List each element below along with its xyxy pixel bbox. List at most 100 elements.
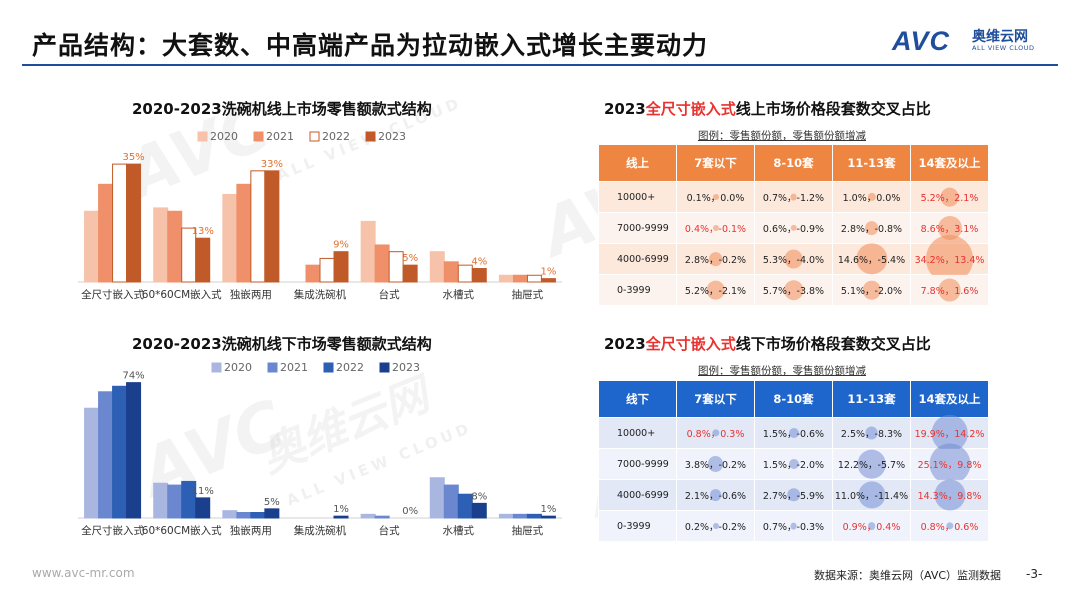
online-matrix-col-header: 14套及以上 (910, 144, 989, 182)
online-bar-chart-bar-2022-6 (526, 274, 542, 283)
online-bar-chart-bar-2022-4 (388, 251, 404, 283)
online-matrix-bubble (862, 280, 881, 300)
online-matrix-bubble (855, 243, 888, 275)
offline-matrix-row-label: 7000-9999 (598, 448, 677, 480)
online-matrix-col-header: 8-10套 (754, 144, 833, 182)
logo-cn: 奥维云网 (972, 29, 1028, 45)
online-matrix-cell: 2.8%，-0.2% (676, 243, 755, 275)
offline-matrix-cell: 0.8%，0.6% (910, 510, 989, 542)
offline-bar-chart-category-label-4: 台式 (379, 524, 400, 537)
offline-matrix-cell: 2.1%，-0.6% (676, 479, 755, 511)
offline-bar-chart-bar-2021-6 (512, 513, 528, 519)
offline-matrix-col-header: 8-10套 (754, 380, 833, 418)
offline-bar-chart-bar-2023-2 (264, 508, 280, 519)
online-bar-chart-bar-2020-4 (360, 220, 376, 283)
online-bar-chart-bar-2022-5 (457, 264, 473, 283)
offline-bar-chart-data-label-6: 1% (540, 504, 556, 515)
offline-matrix-cell-value: 25.1%，9.8% (917, 460, 982, 471)
online-matrix-title: 2023全尺寸嵌入式线上市场价格段套数交叉占比 (604, 98, 931, 119)
offline-bar-chart-legend-swatch-2021 (267, 362, 278, 373)
online-bar-chart-data-label-1: 13% (192, 226, 214, 237)
offline-matrix-cell: 11.0%，-11.4% (832, 479, 911, 511)
offline-matrix-cell-value: 2.1%，-0.6% (684, 491, 747, 502)
online-bar-chart: 2020 2021 2022 2023 35% 全尺寸嵌入式 13% 60*60CM嵌入式 33… (70, 124, 570, 314)
offline-matrix-row: 4000-6999 2.1%，-0.6% 2.7%，-5.9% 11.0%，-11.4… (598, 479, 989, 511)
online-bar-chart-data-label-6: 1% (540, 267, 556, 278)
offline-matrix-bubble (790, 522, 797, 530)
offline-matrix-cell-value: 19.9%，14.2% (914, 429, 985, 440)
online-matrix-cell-value: 0.1%，0.0% (686, 193, 745, 204)
offline-matrix-bubble (707, 456, 724, 472)
offline-bar-chart-legend-swatch-2022 (323, 362, 334, 373)
offline-matrix-title-highlight: 全尺寸嵌入式 (645, 335, 736, 353)
online-matrix-cell-value: 0.7%，-1.2% (762, 193, 825, 204)
online-bar-chart-bar-2022-2 (250, 170, 266, 283)
online-matrix-cell-value: 2.8%，-0.8% (840, 224, 903, 235)
offline-matrix-header-row: 线下 7套以下 8-10套 11-13套 14套及以上 (598, 380, 989, 418)
offline-bar-chart-bar-2021-5 (443, 484, 459, 519)
offline-matrix-cell: 3.8%，-0.2% (676, 448, 755, 480)
online-bar-chart-category-label-4: 台式 (379, 288, 400, 301)
offline-bar-chart-bar-2021-1 (167, 484, 183, 519)
offline-matrix-cell: 0.8%，0.3% (676, 417, 755, 449)
offline-bar-chart-bar-2022-2 (250, 512, 266, 519)
offline-matrix-cell: 14.3%，9.8% (910, 479, 989, 511)
online-bar-chart-legend-label-2021: 2021 (266, 130, 294, 143)
offline-price-matrix: 线下 7套以下 8-10套 11-13套 14套及以上 10000+ 0.8%，0.3% 1.… (598, 380, 989, 542)
online-matrix-cell: 8.6%，3.1% (910, 212, 989, 244)
online-bar-chart-legend-label-2023: 2023 (378, 130, 406, 143)
offline-bar-chart-legend-swatch-2020 (211, 362, 222, 373)
online-matrix-cell-value: 14.6%，-5.4% (837, 255, 906, 266)
offline-bar-chart: 2020 2021 2022 2023 74% 全尺寸嵌入式 11% 60*60CM嵌入式 5%… (70, 355, 570, 545)
avc-logo: AVC 奥维云网 ALL VIEW CLOUD (892, 26, 1062, 60)
online-matrix-bubble (783, 280, 804, 300)
offline-matrix-legend: 图例：零售额份额，零售额份额增减 (698, 365, 866, 377)
offline-bar-chart-bar-2023-5 (471, 502, 487, 519)
online-bar-chart-bar-2020-6 (498, 274, 514, 283)
offline-bar-chart-bar-2020-1 (153, 482, 169, 519)
online-matrix-row: 7000-9999 0.4%，-0.1% 0.6%，-0.9% 2.8%，-0.8% 8… (598, 212, 989, 244)
offline-matrix-bubble (857, 449, 886, 479)
online-bar-chart-data-label-3: 9% (333, 240, 349, 251)
offline-bar-chart-bar-2021-4 (374, 515, 390, 519)
offline-matrix-bubble (945, 522, 954, 530)
page-number: -3- (1026, 567, 1043, 581)
online-matrix-cell: 0.6%，-0.9% (754, 212, 833, 244)
online-matrix-legend: 图例：零售额份额，零售额份额增减 (698, 130, 866, 142)
online-bar-chart-data-label-2: 33% (261, 159, 283, 170)
online-matrix-cell: 5.3%，-4.0% (754, 243, 833, 275)
online-matrix-col-header: 11-13套 (832, 144, 911, 182)
online-matrix-row-label: 10000+ (598, 181, 677, 213)
offline-bar-chart-category-label-3: 集成洗碗机 (294, 524, 347, 537)
offline-matrix-cell: 25.1%，9.8% (910, 443, 989, 485)
offline-bar-chart-data-label-4: 0% (402, 506, 418, 517)
online-matrix-cell: 0.7%，-1.2% (754, 181, 833, 213)
offline-matrix-cell-value: 0.8%，0.6% (920, 522, 979, 533)
online-matrix-cell: 1.0%，0.0% (832, 181, 911, 213)
offline-matrix-row: 7000-9999 3.8%，-0.2% 1.5%，-2.0% 12.2%，-5.7%… (598, 443, 989, 485)
footer-url[interactable]: www.avc-mr.com (32, 566, 135, 580)
online-matrix-cell-value: 7.8%，1.6% (920, 286, 979, 297)
online-matrix-row: 10000+ 0.1%，0.0% 0.7%，-1.2% 1.0%，0.0% 5.2%，2… (598, 181, 989, 213)
offline-bar-chart-legend-label-2023: 2023 (392, 361, 420, 374)
online-matrix-header-row: 线上 7套以下 8-10套 11-13套 14套及以上 (598, 144, 989, 182)
offline-bar-chart-bar-2021-0 (98, 391, 114, 519)
offline-matrix-row-label: 4000-6999 (598, 479, 677, 511)
offline-matrix-cell-value: 12.2%，-5.7% (837, 460, 906, 471)
offline-bar-chart-bar-2020-0 (84, 407, 100, 519)
offline-matrix-cell-value: 2.7%，-5.9% (762, 491, 825, 502)
online-matrix-cell: 5.2%，2.1% (910, 181, 989, 213)
online-bar-chart-bar-2021-1 (167, 210, 183, 283)
offline-matrix-bubble (857, 481, 886, 509)
logo-en: ALL VIEW CLOUD (972, 44, 1035, 52)
online-bar-chart-category-label-6: 抽屉式 (512, 288, 544, 301)
offline-matrix-cell-value: 1.5%，-2.0% (762, 460, 825, 471)
online-matrix-bubble (706, 280, 725, 300)
offline-matrix-cell: 2.5%，-8.3% (832, 417, 911, 449)
online-bar-chart-legend-swatch-2020 (197, 131, 208, 142)
online-bar-chart-legend-label-2020: 2020 (210, 130, 238, 143)
offline-matrix-col-header: 11-13套 (832, 380, 911, 418)
online-bar-chart-category-label-2: 独嵌两用 (230, 288, 272, 301)
offline-matrix-cell-value: 0.2%，-0.2% (684, 522, 747, 533)
offline-bar-chart-legend-label-2021: 2021 (280, 361, 308, 374)
